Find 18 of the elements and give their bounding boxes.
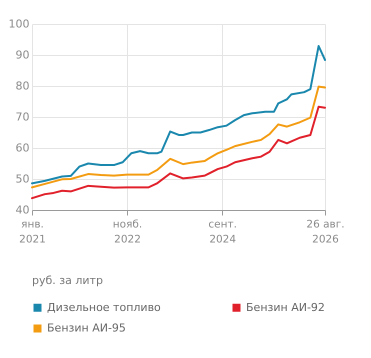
line-series <box>31 86 326 188</box>
legend-label: Дизельное топливо <box>47 300 162 314</box>
legend-label: Бензин АИ-95 <box>47 322 126 334</box>
y-tick-label: 50 <box>16 172 30 186</box>
line-series <box>31 106 326 200</box>
x-tick-label: янв. 2021 <box>19 218 46 246</box>
y-tick-label: 90 <box>16 48 30 62</box>
x-tick-label: 26 авг. 2026 <box>306 218 345 246</box>
y-tick-label: 40 <box>16 204 30 216</box>
y-tick-label: 60 <box>16 142 30 154</box>
text: руб. за литр <box>32 274 103 287</box>
line-series <box>31 45 326 184</box>
legend-label: Бензин АИ-92 <box>246 300 325 314</box>
x-tick-label: сент. 2024 <box>208 218 237 246</box>
y-tick-label: 100 <box>8 18 30 30</box>
y-tick-label: 80 <box>16 80 30 92</box>
x-tick-label: нояб. 2022 <box>112 218 142 246</box>
y-tick-label: 70 <box>16 110 30 124</box>
